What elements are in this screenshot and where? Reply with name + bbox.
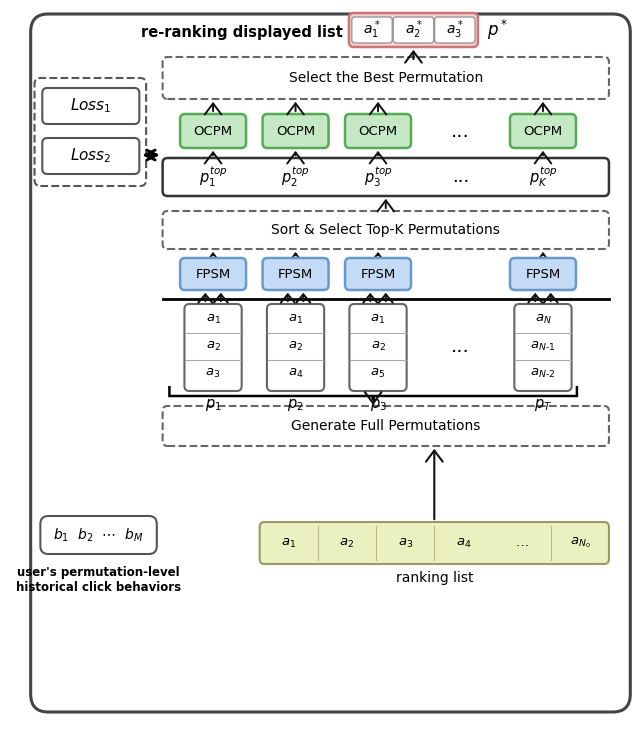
Text: ...: ... bbox=[451, 121, 470, 141]
Text: $a_4$: $a_4$ bbox=[456, 536, 471, 550]
Text: $a_3$: $a_3$ bbox=[205, 367, 221, 380]
FancyBboxPatch shape bbox=[515, 304, 572, 391]
Text: $p_2^{top}$: $p_2^{top}$ bbox=[282, 164, 310, 190]
Text: OCPM: OCPM bbox=[524, 124, 563, 138]
FancyBboxPatch shape bbox=[393, 17, 434, 43]
Text: FPSM: FPSM bbox=[360, 268, 396, 280]
FancyBboxPatch shape bbox=[435, 17, 475, 43]
Text: re-ranking displayed list: re-ranking displayed list bbox=[141, 25, 343, 39]
Text: $p_3$: $p_3$ bbox=[369, 397, 387, 413]
Text: $a_1$: $a_1$ bbox=[205, 313, 221, 326]
FancyBboxPatch shape bbox=[163, 406, 609, 446]
Text: $a_3$: $a_3$ bbox=[397, 536, 413, 550]
Text: $b_1\ \ b_2\ \ \cdots\ \ b_M$: $b_1\ \ b_2\ \ \cdots\ \ b_M$ bbox=[53, 526, 144, 544]
FancyBboxPatch shape bbox=[349, 304, 406, 391]
Text: $a_1$: $a_1$ bbox=[281, 536, 296, 550]
FancyBboxPatch shape bbox=[163, 57, 609, 99]
Text: $p_K^{top}$: $p_K^{top}$ bbox=[529, 164, 557, 190]
Text: ranking list: ranking list bbox=[396, 571, 473, 585]
Text: OCPM: OCPM bbox=[358, 124, 397, 138]
Text: Sort & Select Top-K Permutations: Sort & Select Top-K Permutations bbox=[271, 223, 500, 237]
Text: user's permutation-level
historical click behaviors: user's permutation-level historical clic… bbox=[16, 566, 181, 594]
Text: OCPM: OCPM bbox=[276, 124, 315, 138]
Text: $a_2$: $a_2$ bbox=[205, 340, 221, 353]
Text: FPSM: FPSM bbox=[525, 268, 561, 280]
FancyBboxPatch shape bbox=[262, 114, 328, 148]
Text: $p_3^{top}$: $p_3^{top}$ bbox=[364, 164, 392, 190]
Text: OCPM: OCPM bbox=[193, 124, 232, 138]
Text: $a_5$: $a_5$ bbox=[371, 367, 385, 380]
FancyBboxPatch shape bbox=[510, 114, 576, 148]
Text: FPSM: FPSM bbox=[195, 268, 230, 280]
FancyBboxPatch shape bbox=[345, 114, 411, 148]
Text: $a_3^*$: $a_3^*$ bbox=[446, 19, 463, 42]
Text: $a_2^*$: $a_2^*$ bbox=[404, 19, 422, 42]
FancyBboxPatch shape bbox=[345, 258, 411, 290]
Text: ...: ... bbox=[452, 168, 469, 186]
Text: $p_2$: $p_2$ bbox=[287, 397, 304, 413]
Text: $a_{N\text{-}2}$: $a_{N\text{-}2}$ bbox=[531, 367, 556, 380]
Text: $a_1$: $a_1$ bbox=[371, 313, 385, 326]
FancyBboxPatch shape bbox=[260, 522, 609, 564]
Text: $p_T$: $p_T$ bbox=[534, 397, 552, 413]
Text: ...: ... bbox=[451, 337, 470, 356]
FancyBboxPatch shape bbox=[40, 516, 157, 554]
Text: $a_N$: $a_N$ bbox=[534, 313, 552, 326]
Text: $\ldots$: $\ldots$ bbox=[515, 536, 529, 550]
FancyBboxPatch shape bbox=[352, 17, 392, 43]
Text: $Loss_2$: $Loss_2$ bbox=[70, 147, 111, 165]
FancyBboxPatch shape bbox=[510, 258, 576, 290]
Text: $a_1^*$: $a_1^*$ bbox=[364, 19, 381, 42]
FancyBboxPatch shape bbox=[42, 138, 140, 174]
FancyBboxPatch shape bbox=[180, 258, 246, 290]
Text: $p^*$: $p^*$ bbox=[487, 18, 508, 42]
Text: $Loss_1$: $Loss_1$ bbox=[70, 97, 111, 115]
FancyBboxPatch shape bbox=[184, 304, 242, 391]
Text: Generate Full Permutations: Generate Full Permutations bbox=[291, 419, 481, 433]
Text: $p_1$: $p_1$ bbox=[205, 397, 221, 413]
FancyBboxPatch shape bbox=[42, 88, 140, 124]
Text: FPSM: FPSM bbox=[278, 268, 313, 280]
Text: $a_1$: $a_1$ bbox=[288, 313, 303, 326]
Text: $a_2$: $a_2$ bbox=[288, 340, 303, 353]
FancyBboxPatch shape bbox=[262, 258, 328, 290]
FancyBboxPatch shape bbox=[180, 114, 246, 148]
Text: Select the Best Permutation: Select the Best Permutation bbox=[289, 71, 483, 85]
Text: $a_{N_0}$: $a_{N_0}$ bbox=[570, 536, 590, 551]
Text: $a_2$: $a_2$ bbox=[339, 536, 355, 550]
Text: $a_4$: $a_4$ bbox=[288, 367, 303, 380]
FancyBboxPatch shape bbox=[349, 13, 478, 47]
Text: $a_{N\text{-}1}$: $a_{N\text{-}1}$ bbox=[531, 340, 556, 353]
FancyBboxPatch shape bbox=[163, 211, 609, 249]
FancyBboxPatch shape bbox=[31, 14, 630, 712]
FancyBboxPatch shape bbox=[163, 158, 609, 196]
FancyBboxPatch shape bbox=[267, 304, 324, 391]
Text: $a_2$: $a_2$ bbox=[371, 340, 385, 353]
Text: $p_1^{top}$: $p_1^{top}$ bbox=[199, 164, 227, 190]
